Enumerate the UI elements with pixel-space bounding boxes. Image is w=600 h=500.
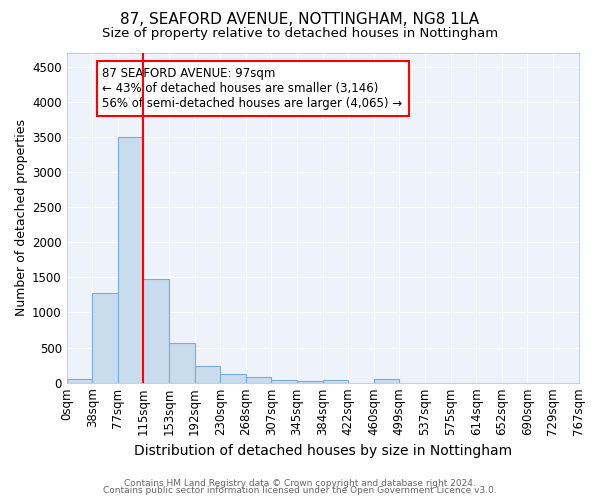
Text: 87 SEAFORD AVENUE: 97sqm
← 43% of detached houses are smaller (3,146)
56% of sem: 87 SEAFORD AVENUE: 97sqm ← 43% of detach… (103, 68, 403, 110)
X-axis label: Distribution of detached houses by size in Nottingham: Distribution of detached houses by size … (134, 444, 512, 458)
Y-axis label: Number of detached properties: Number of detached properties (15, 119, 28, 316)
Bar (67, 379, 92, 382)
Bar (374, 379, 400, 382)
Bar (118, 137, 143, 382)
Bar (143, 278, 169, 382)
Bar (169, 342, 194, 382)
Text: 87, SEAFORD AVENUE, NOTTINGHAM, NG8 1LA: 87, SEAFORD AVENUE, NOTTINGHAM, NG8 1LA (121, 12, 479, 28)
Bar (323, 380, 348, 382)
Text: Contains public sector information licensed under the Open Government Licence v3: Contains public sector information licen… (103, 486, 497, 495)
Text: Contains HM Land Registry data © Crown copyright and database right 2024.: Contains HM Land Registry data © Crown c… (124, 478, 476, 488)
Bar (271, 380, 297, 382)
Text: Size of property relative to detached houses in Nottingham: Size of property relative to detached ho… (102, 28, 498, 40)
Bar (194, 366, 220, 382)
Bar (92, 294, 118, 382)
Bar (246, 377, 271, 382)
Bar (297, 380, 323, 382)
Bar (220, 374, 246, 382)
